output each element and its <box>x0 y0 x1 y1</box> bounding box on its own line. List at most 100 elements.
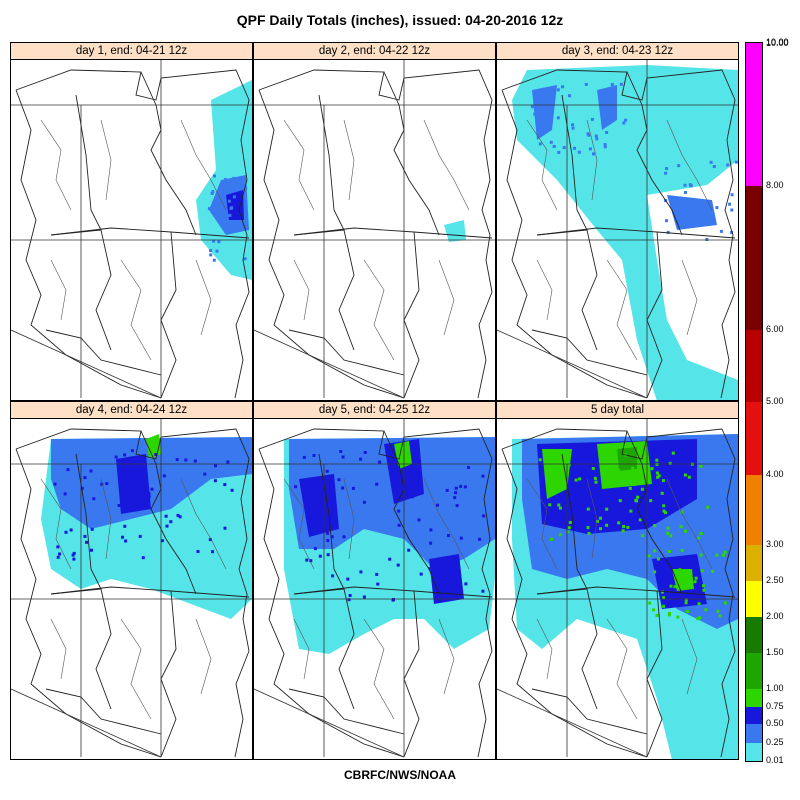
precip-cell <box>530 105 534 109</box>
legend-label: 2.00 <box>766 611 784 621</box>
precip-cell <box>225 220 229 224</box>
precip-area <box>116 454 151 514</box>
precip-cell <box>123 524 127 528</box>
river-line <box>343 119 355 201</box>
precip-cell <box>648 601 652 605</box>
precip-cell <box>448 578 452 582</box>
precip-cell <box>114 455 118 459</box>
precip-cell <box>697 536 701 540</box>
map-day-2 <box>254 60 495 399</box>
precip-cell <box>463 485 467 489</box>
precip-cell <box>554 480 558 484</box>
state-boundary <box>11 688 162 758</box>
precip-area <box>667 195 717 230</box>
precip-cell <box>90 527 94 531</box>
panel-header: day 5, end: 04-25 12z <box>254 402 495 419</box>
precip-cell <box>562 146 566 150</box>
precip-cell <box>591 467 595 470</box>
precip-cell <box>673 213 677 217</box>
basin-boundary <box>383 71 440 236</box>
precip-cell <box>429 528 433 532</box>
river-line <box>283 119 315 211</box>
precip-cell <box>445 488 449 492</box>
legend-band <box>746 724 762 743</box>
precip-cell <box>619 478 623 482</box>
precip-cell <box>124 539 128 543</box>
precip-cell <box>209 253 213 257</box>
precip-cell <box>223 526 227 530</box>
precip-cell <box>83 534 87 538</box>
precip-cell <box>330 535 334 539</box>
precip-cell <box>662 509 666 513</box>
precip-cell <box>668 461 672 465</box>
panel-day-3: day 3, end: 04-23 12z <box>496 42 739 401</box>
basin-boundary <box>258 89 405 399</box>
map-day-5 <box>254 419 495 758</box>
precip-cell <box>593 476 597 480</box>
river-line <box>586 119 598 201</box>
precip-cell <box>730 230 734 234</box>
precip-cell <box>688 222 692 226</box>
precip-cell <box>605 131 609 134</box>
precip-cell <box>680 549 684 552</box>
panel-grid: day 1, end: 04-21 12z day 2, end: 04-22 … <box>10 42 740 760</box>
precip-cell <box>622 525 626 528</box>
precip-cell <box>573 146 576 150</box>
precip-cell <box>123 491 127 495</box>
precip-cell <box>697 209 701 213</box>
precip-cell <box>478 537 482 541</box>
panel-header: day 4, end: 04-24 12z <box>11 402 252 419</box>
precip-cell <box>362 595 366 599</box>
precip-cell <box>346 577 350 581</box>
precip-cell <box>694 576 698 580</box>
precip-cell <box>359 570 363 574</box>
precip-cell <box>244 187 248 190</box>
precip-cell <box>715 553 719 557</box>
precip-cell <box>699 464 703 468</box>
basin-boundary <box>15 428 250 758</box>
precip-cell <box>653 570 657 574</box>
precip-cell <box>83 476 87 480</box>
precip-cell <box>702 588 706 592</box>
precip-cell <box>89 469 93 473</box>
precip-cell <box>375 572 379 576</box>
precip-cell <box>662 596 666 600</box>
precip-cell <box>100 482 104 486</box>
precip-cell <box>595 137 599 141</box>
precip-cell <box>232 184 236 188</box>
precip-cell <box>71 553 75 557</box>
precip-cell <box>331 574 335 578</box>
precip-cell <box>550 537 553 541</box>
precip-cell <box>313 547 317 551</box>
precip-cell <box>635 499 638 503</box>
precip-cell <box>211 550 214 554</box>
precip-cell <box>656 557 660 561</box>
precip-cell <box>656 475 660 479</box>
precip-cell <box>53 482 57 486</box>
basin-boundary <box>501 448 648 758</box>
panel-header: 5 day total <box>497 402 738 419</box>
precip-cell <box>223 215 227 219</box>
precip-cell <box>305 558 309 562</box>
legend-label: 8.00 <box>766 180 784 190</box>
precip-cell <box>561 85 565 89</box>
precip-cell <box>638 518 642 522</box>
precip-cell <box>105 482 109 485</box>
precip-cell <box>704 608 708 612</box>
precip-cell <box>568 521 572 524</box>
precip-cell <box>232 176 236 180</box>
precip-cell <box>618 499 622 503</box>
precip-area <box>672 569 694 591</box>
basin-boundary <box>258 69 493 399</box>
precip-cell <box>666 230 670 234</box>
basin-boundary <box>536 94 588 236</box>
legend-label: 0.75 <box>766 701 784 711</box>
precip-cell <box>397 509 401 513</box>
precip-cell <box>557 150 561 154</box>
precip-cell <box>447 534 450 538</box>
precip-cell <box>599 527 602 531</box>
precip-cell <box>224 191 228 195</box>
legend-label: 5.00 <box>766 396 784 406</box>
precip-cell <box>686 610 689 613</box>
precip-cell <box>224 178 227 182</box>
